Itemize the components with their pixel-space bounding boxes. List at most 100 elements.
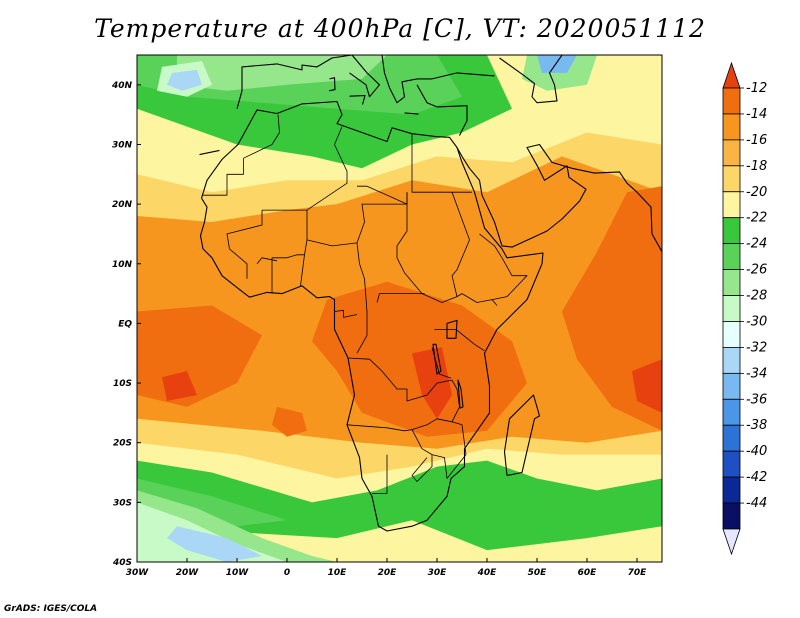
country-border-15 [346, 424, 448, 479]
coastlines [199, 55, 662, 532]
colorbar-top-triangle [722, 61, 741, 89]
plot-frame [136, 54, 663, 563]
lon-tick-label: 30W [126, 568, 150, 578]
country-border-20 [446, 421, 467, 479]
credit-label: GrADS: IGES/COLA [4, 604, 98, 614]
colorbar-swatch [722, 191, 741, 219]
coastline-4 [381, 55, 495, 104]
coastline-2 [236, 57, 333, 109]
country-border-4 [306, 192, 408, 247]
temperature-region-20 [272, 406, 307, 437]
country-border-9 [300, 239, 308, 286]
colorbar-bottom-triangle [722, 528, 741, 556]
coastline-3 [331, 55, 381, 98]
latitude-ticks: 40N 30N 20N 10N EQ 10S 20S 30S 40S [111, 81, 141, 568]
temperature-region-23 [632, 359, 662, 413]
lat-tick-label: 40N [111, 81, 133, 91]
lake-outline-1 [432, 343, 442, 375]
lake-outline-2 [457, 379, 464, 409]
temperature-region-16 [167, 526, 262, 562]
lon-tick-label: 30E [428, 568, 448, 578]
colorbar-label: -12 [746, 81, 767, 96]
colorbar-label: -42 [746, 470, 767, 485]
temperature-region-7 [167, 69, 202, 91]
lon-tick-label: 50E [528, 568, 548, 578]
colorbar-label: -28 [746, 289, 767, 304]
country-border-21 [479, 233, 528, 300]
country-border-12 [376, 293, 425, 303]
coastline-10 [199, 149, 220, 156]
country-border-0 [202, 158, 244, 196]
country-border-22 [451, 192, 470, 297]
map-title: Temperature at 400hPa [C], VT: 202005111… [94, 14, 706, 43]
country-border-6 [396, 204, 498, 306]
lon-tick-label: 0 [284, 568, 290, 578]
colorbar-swatch [722, 502, 741, 530]
country-border-25 [256, 257, 278, 265]
colorbar-label: -24 [746, 237, 767, 252]
lat-tick-label: 40S [112, 558, 132, 568]
colorbar-swatch [722, 165, 741, 193]
colorbar-label: -16 [746, 133, 767, 148]
colorbar-swatch [722, 269, 741, 296]
colorbar-label: -18 [746, 159, 767, 174]
lon-tick-label: 20E [378, 568, 398, 578]
lat-tick-label: 20S [113, 439, 132, 449]
colorbar-label: -14 [746, 107, 767, 122]
colorbar-swatch [722, 424, 741, 452]
coastline-0 [199, 100, 544, 532]
coastline-11 [499, 55, 563, 104]
coastline-8 [349, 95, 366, 105]
colorbar-swatch [722, 139, 741, 167]
temperature-field [137, 55, 662, 562]
country-border-11 [334, 309, 358, 318]
temperature-region-9 [537, 55, 577, 73]
coastline-1 [503, 394, 541, 477]
colorbar-swatch [722, 295, 741, 322]
lat-tick-label: 30N [112, 140, 133, 150]
colorbar-label: -32 [746, 340, 767, 355]
colorbar-swatch [722, 113, 741, 141]
lon-tick-label: 10E [328, 568, 348, 578]
coastline-7 [328, 77, 336, 92]
temperature-region-12 [137, 460, 662, 551]
coastline-9 [404, 112, 419, 115]
country-border-10 [356, 242, 368, 354]
temperature-region-21 [162, 371, 197, 401]
temperature-region-5 [177, 55, 387, 91]
lat-tick-label: 10S [113, 379, 132, 389]
country-border-16 [372, 454, 388, 494]
lon-tick-label: 40E [477, 568, 498, 578]
country-border-7 [357, 185, 408, 205]
country-border-13 [347, 357, 453, 402]
country-border-23 [411, 454, 433, 482]
colorbar-label: -44 [746, 496, 767, 511]
colorbar-swatch [722, 87, 741, 115]
temperature-region-22 [412, 347, 452, 419]
lake-outline-0 [446, 319, 458, 339]
country-border-1 [243, 114, 280, 159]
colorbar-swatch [722, 398, 741, 426]
colorbar-swatch [722, 243, 741, 270]
colorbar-label: -30 [746, 314, 767, 329]
lat-tick-label: 20N [112, 200, 133, 210]
colorbar-label: -40 [746, 444, 767, 459]
country-border-2 [226, 210, 263, 249]
colorbar-label: -22 [746, 211, 767, 226]
lat-tick-label: EQ [118, 319, 132, 329]
colorbar-swatch [722, 217, 741, 245]
country-border-3 [262, 126, 348, 211]
colorbar-swatch [722, 347, 741, 374]
coastline-5 [416, 84, 468, 136]
country-border-24 [229, 248, 248, 279]
lat-tick-label: 30S [113, 498, 132, 508]
country-border-17 [411, 457, 428, 476]
temperature-region-15 [137, 502, 287, 562]
country-border-8 [271, 254, 305, 294]
lon-tick-label: 70E [628, 568, 648, 578]
colorbar-label: -36 [746, 392, 767, 407]
lon-tick-label: 60E [578, 568, 598, 578]
colorbar-swatch [722, 321, 741, 348]
lon-tick-label: 20W [176, 568, 200, 578]
